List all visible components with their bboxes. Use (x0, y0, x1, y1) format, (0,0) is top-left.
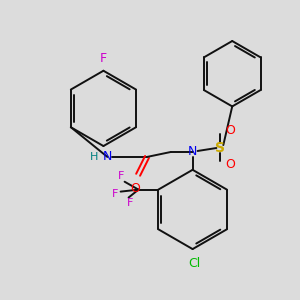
Text: S: S (215, 141, 225, 155)
Text: O: O (130, 182, 140, 195)
Text: Cl: Cl (188, 257, 201, 270)
Text: O: O (225, 124, 235, 137)
Text: N: N (188, 146, 197, 158)
Text: F: F (112, 189, 118, 199)
Text: F: F (100, 52, 107, 65)
Text: H: H (90, 152, 98, 162)
Text: F: F (128, 199, 134, 208)
Text: N: N (103, 150, 112, 164)
Text: F: F (117, 171, 124, 181)
Text: O: O (225, 158, 235, 171)
